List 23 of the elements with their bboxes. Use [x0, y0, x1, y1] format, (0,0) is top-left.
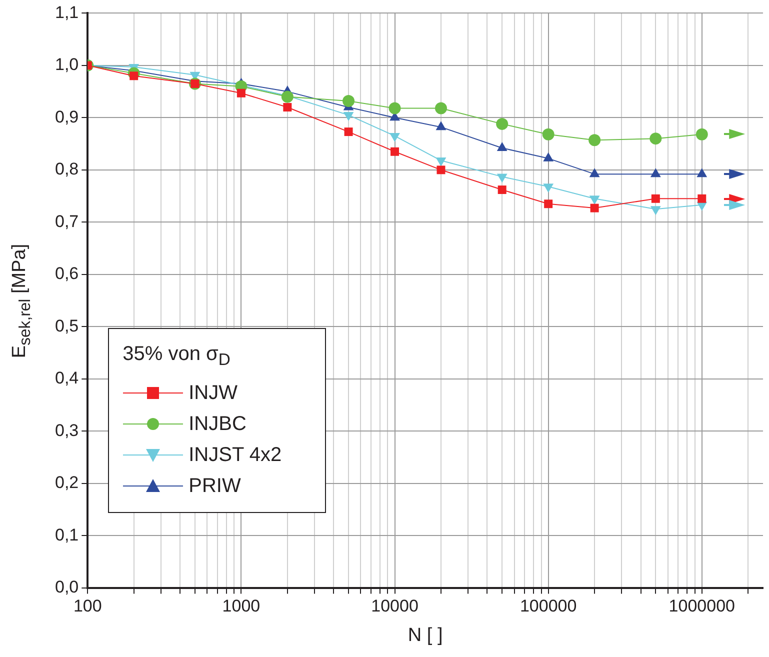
y-tick-label: 0,6 — [54, 264, 79, 284]
x-axis-title: N [ ] — [408, 624, 443, 646]
y-tick-label: 0,5 — [54, 316, 79, 336]
x-tick-label: 100000 — [520, 596, 577, 616]
y-tick-label: 1,0 — [54, 55, 79, 74]
y-tick-label: 0,8 — [54, 160, 79, 179]
y-tick-label: 0,0 — [54, 577, 79, 596]
y-tick-label: 0,4 — [54, 368, 79, 388]
legend-label: PRIW — [188, 474, 241, 498]
x-tick-label: 100 — [73, 596, 102, 616]
y-tick-label: 0,3 — [54, 420, 79, 440]
legend-label: INJST 4x2 — [188, 444, 282, 467]
y-tick-label: 0,7 — [54, 212, 79, 231]
x-tick-label: 1000000 — [668, 596, 735, 616]
legend-label: INJBC — [188, 412, 246, 436]
y-tick-label: 1,1 — [54, 2, 79, 22]
y-tick-label: 0,9 — [54, 107, 79, 126]
x-tick-label: 1000 — [222, 596, 260, 616]
y-tick-label: 0,1 — [54, 525, 79, 544]
x-tick-label: 10000 — [371, 596, 418, 616]
legend-label: INJW — [188, 382, 238, 405]
legend-title: 35% von σ$_{D}$ — [122, 342, 232, 370]
y-tick-label: 0,2 — [54, 473, 79, 492]
